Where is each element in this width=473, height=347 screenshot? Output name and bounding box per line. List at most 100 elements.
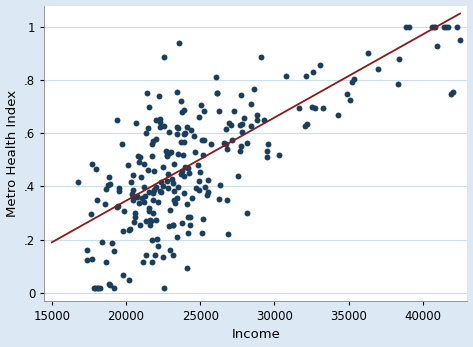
Point (230, 108, 238, 113)
Point (83, 248, 90, 253)
Point (118, 141, 125, 146)
Point (105, 175, 113, 180)
Point (187, 127, 195, 133)
Point (433, 43, 441, 49)
Point (160, 123, 168, 129)
Point (204, 189, 212, 195)
Point (140, 259, 147, 265)
Point (136, 154, 144, 160)
Point (240, 116, 247, 121)
Point (135, 160, 142, 165)
Point (187, 214, 194, 220)
Point (215, 108, 222, 114)
Point (201, 184, 209, 190)
Point (308, 104, 316, 110)
Point (148, 259, 156, 265)
Point (444, 24, 452, 29)
Point (153, 137, 160, 142)
Point (149, 237, 156, 242)
Point (243, 210, 250, 216)
Point (222, 142, 230, 147)
Point (110, 248, 118, 253)
Point (166, 207, 174, 213)
Point (147, 217, 154, 223)
Y-axis label: Metro Health Index: Metro Health Index (6, 90, 18, 217)
Point (166, 247, 174, 253)
Point (220, 141, 228, 146)
Point (142, 252, 149, 258)
Point (184, 166, 192, 171)
Point (237, 143, 245, 149)
Point (180, 107, 188, 113)
Point (228, 137, 236, 143)
Point (135, 201, 143, 206)
Point (169, 222, 176, 228)
Point (90, 285, 98, 290)
Point (152, 217, 160, 223)
Point (141, 194, 149, 199)
Point (394, 82, 402, 87)
Point (302, 73, 309, 78)
Point (334, 112, 342, 117)
Point (92, 166, 100, 172)
Point (449, 89, 456, 95)
Point (257, 54, 265, 59)
Point (133, 195, 141, 200)
Point (169, 252, 177, 257)
Point (235, 173, 242, 179)
Point (183, 265, 191, 271)
Point (251, 86, 258, 92)
Point (204, 192, 211, 198)
Point (309, 69, 317, 75)
Point (152, 117, 160, 123)
Point (156, 116, 164, 122)
Point (93, 285, 100, 290)
Point (140, 184, 148, 190)
Point (125, 277, 132, 283)
Point (453, 24, 460, 29)
Point (153, 236, 160, 242)
Point (144, 126, 152, 131)
Point (121, 208, 128, 213)
Point (113, 204, 121, 210)
Point (180, 139, 187, 145)
Point (170, 188, 178, 193)
Point (160, 285, 167, 290)
Point (243, 140, 251, 145)
Point (175, 40, 183, 45)
Point (91, 285, 99, 290)
Point (131, 214, 139, 219)
Point (105, 281, 113, 286)
Point (180, 173, 187, 179)
Point (196, 169, 203, 175)
Point (178, 220, 185, 226)
Point (157, 188, 164, 194)
Point (140, 162, 148, 167)
Point (128, 191, 136, 197)
Point (124, 162, 132, 168)
Point (201, 109, 208, 114)
Point (115, 185, 123, 191)
Point (374, 66, 382, 72)
Point (169, 180, 177, 185)
Point (96, 285, 104, 290)
Point (130, 220, 138, 225)
Point (152, 185, 160, 190)
Point (149, 139, 157, 144)
Point (108, 240, 116, 246)
Point (184, 230, 192, 236)
Point (120, 272, 127, 278)
Point (183, 124, 191, 129)
Point (138, 196, 146, 201)
Point (225, 121, 232, 126)
Point (247, 101, 255, 107)
Point (174, 151, 182, 157)
Point (110, 285, 117, 290)
Point (159, 254, 166, 260)
Point (343, 91, 350, 96)
Point (442, 24, 449, 29)
Point (179, 152, 187, 158)
Point (254, 118, 261, 123)
Point (215, 196, 223, 202)
Point (169, 222, 177, 228)
